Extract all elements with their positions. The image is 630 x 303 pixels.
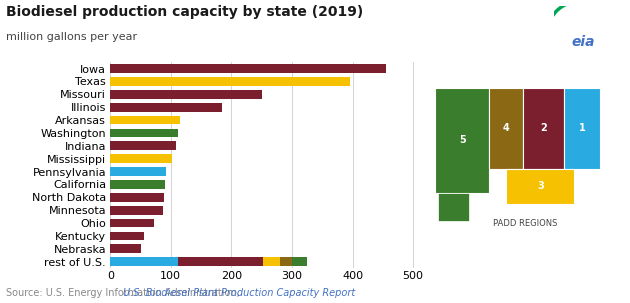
Bar (263, 257, 280, 266)
Bar (110, 154, 172, 163)
Bar (110, 257, 178, 266)
Bar (110, 142, 176, 150)
FancyBboxPatch shape (564, 88, 600, 168)
Bar (110, 116, 180, 125)
Bar (110, 77, 350, 86)
Bar (110, 193, 164, 202)
Text: 1: 1 (579, 123, 585, 133)
Bar (292, 257, 307, 266)
Text: 3: 3 (537, 181, 544, 191)
Text: 4: 4 (503, 123, 510, 133)
Bar (110, 128, 178, 137)
FancyBboxPatch shape (524, 88, 564, 168)
Bar (110, 206, 163, 215)
Bar (110, 180, 165, 189)
Bar (110, 167, 166, 176)
Bar (178, 257, 263, 266)
FancyBboxPatch shape (435, 88, 490, 193)
Bar (110, 231, 144, 240)
Text: PADD REGIONS: PADD REGIONS (493, 219, 558, 228)
Text: Source: U.S. Energy Information Administration,: Source: U.S. Energy Information Administ… (6, 288, 243, 298)
Text: Biodiesel production capacity by state (2019): Biodiesel production capacity by state (… (6, 5, 364, 18)
Bar (110, 64, 386, 73)
Bar (110, 90, 261, 99)
Text: 2: 2 (541, 123, 547, 133)
Bar (280, 257, 292, 266)
Text: million gallons per year: million gallons per year (6, 32, 137, 42)
Bar (110, 245, 140, 253)
FancyBboxPatch shape (490, 88, 524, 168)
Text: 5: 5 (459, 135, 466, 145)
FancyBboxPatch shape (438, 193, 469, 221)
FancyBboxPatch shape (507, 168, 575, 204)
Bar (110, 219, 154, 228)
Text: eia: eia (571, 35, 595, 48)
Text: U.S. Biodiesel Plant Production Capacity Report: U.S. Biodiesel Plant Production Capacity… (123, 288, 355, 298)
Bar (110, 103, 222, 112)
